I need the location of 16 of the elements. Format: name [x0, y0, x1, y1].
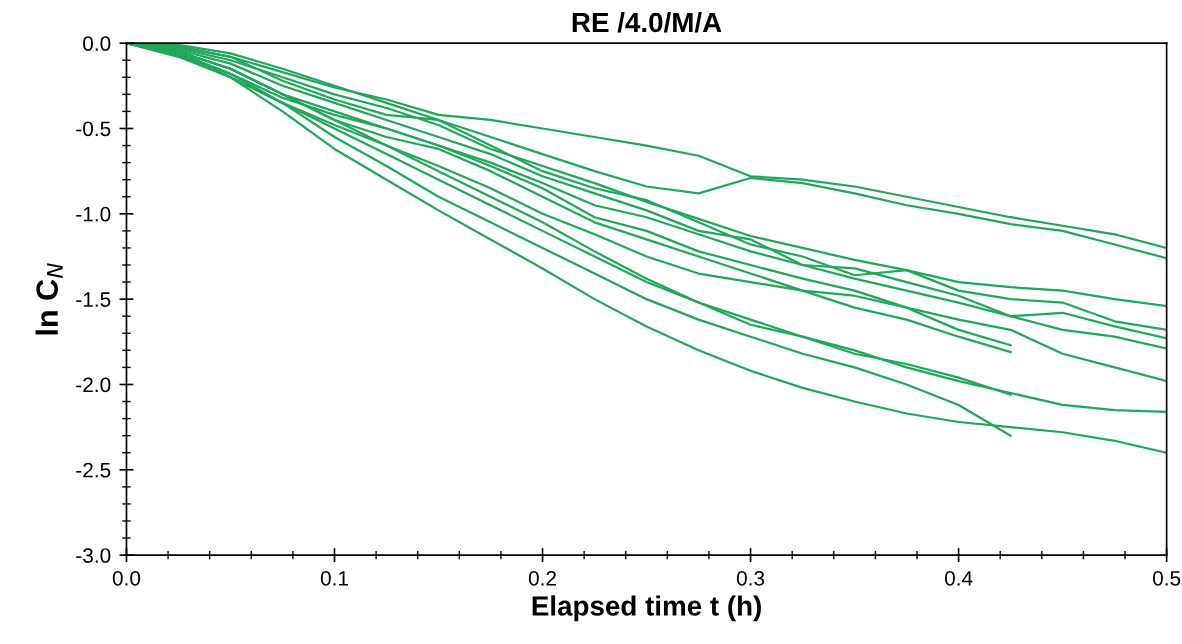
x-tick-label: 0.5: [1152, 570, 1181, 586]
chart-title: RE /4.0/M/A: [572, 11, 722, 33]
x-tick-label: 0.4: [944, 570, 973, 586]
x-tick-label: 0.3: [736, 570, 765, 586]
x-axis-title: Elapsed time t (h): [532, 595, 761, 622]
y-tick-label: -2.0: [76, 377, 111, 393]
y-tick-label: -2.5: [76, 462, 111, 478]
y-axis-title: ln C$_{N}$: [35, 263, 63, 335]
x-tick-label: 0.0: [112, 570, 141, 586]
x-tick-label: 0.2: [528, 570, 556, 586]
y-tick-label: -3.0: [76, 548, 111, 563]
y-tick-label: -1.5: [76, 292, 111, 307]
y-tick-label: -1.0: [76, 206, 111, 222]
y-tick-label: 0.0: [83, 36, 111, 51]
x-tick-label: 0.1: [320, 570, 348, 586]
y-tick-label: -0.5: [76, 121, 111, 137]
